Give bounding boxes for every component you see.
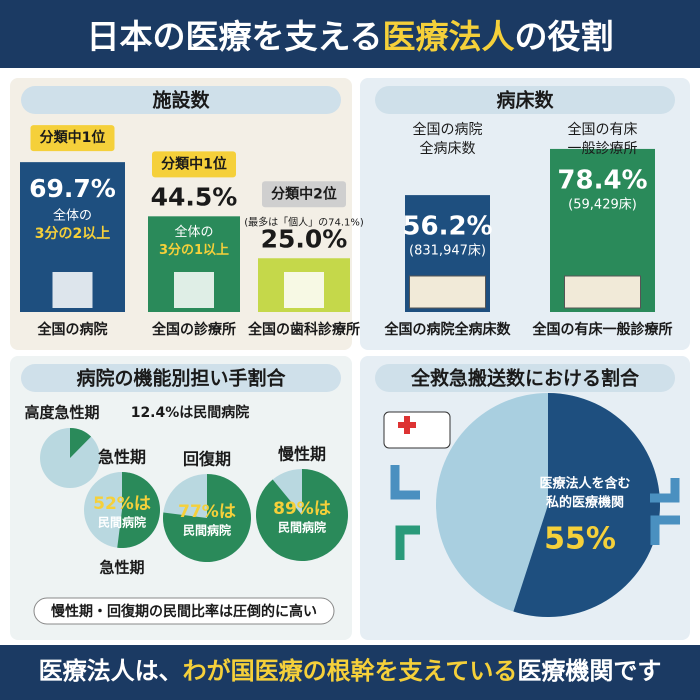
footer-part: 医療機関です: [517, 657, 661, 685]
pie-value: 89%は: [273, 499, 331, 519]
pie-wedge: [117, 472, 160, 548]
bar-caption: 一般診療所: [568, 140, 638, 157]
ambulance-icon: [383, 411, 451, 449]
title-part: 医療法人: [383, 17, 515, 56]
building-icon: [52, 272, 93, 308]
bar-note: 3分の1以上: [159, 242, 229, 258]
pie-wedge: [70, 428, 92, 458]
bar-value: 25.0%: [261, 224, 348, 253]
bar-value: 56.2%: [402, 212, 492, 242]
heading-pill: [375, 86, 675, 114]
arrow: [395, 525, 420, 560]
rank-badge: [30, 125, 115, 152]
arrow: [390, 465, 420, 500]
section-heading: 病院の機能別担い手割合: [76, 367, 286, 390]
caption: 慢性期・回復期の民間比率は圧倒的に高い: [51, 603, 317, 620]
bar-label: 全国の診療所: [151, 321, 236, 338]
bar-value: 69.7%: [29, 174, 116, 203]
footer-part: わが国医療の根幹を支えている: [183, 657, 518, 685]
building-icon: [174, 272, 214, 308]
heading-pill: [21, 86, 341, 114]
badge-note: (最多は「個人」の74.1%): [244, 215, 364, 228]
pie-value: 52%は: [93, 494, 151, 514]
bar-label: 全国の有床一般診療所: [532, 321, 673, 338]
caption-pill: [33, 597, 335, 625]
footer-part: 医療法人は、: [39, 657, 183, 685]
heading-pill: [375, 364, 675, 392]
pie-wedge: [163, 474, 252, 563]
pie-label: 急性期: [98, 448, 146, 467]
bed-icon: [409, 275, 486, 309]
footer-text: 医療法人は、わが国医療の根幹を支えている医療機関です: [39, 657, 662, 685]
rank-badge: [262, 181, 346, 208]
pie-text: 私的医療機関: [546, 495, 624, 511]
rank-badge-text: 分類中1位: [161, 155, 227, 172]
pie-wedge: [513, 393, 660, 617]
bar-count: (59,429床): [568, 197, 637, 212]
title-part: の役割: [515, 17, 614, 56]
bar-caption: 全病床数: [420, 140, 476, 157]
heading-pill: [21, 364, 341, 392]
rank-badge-text: 分類中2位: [271, 185, 337, 202]
pie-wedge: [256, 468, 349, 561]
page-title: 日本の医療を支える医療法人の役割: [86, 17, 613, 56]
pie-value: 77%は: [178, 502, 236, 522]
pie-value: 55%: [544, 522, 616, 557]
section-heading: 病床数: [496, 89, 554, 112]
bar-value: 78.4%: [557, 165, 647, 195]
bar-note: 3分の2以上: [35, 226, 110, 242]
bar-count: (831,947床): [409, 244, 486, 259]
rank-badge: [152, 151, 236, 178]
pie-value: 12.4%は民間病院: [131, 404, 250, 421]
pie-text: 医療法人を含む: [539, 476, 630, 492]
bar-value: 44.5%: [151, 182, 238, 211]
title-part: 日本の医療を支える: [86, 17, 382, 56]
pie-label: 慢性期: [278, 445, 326, 464]
ambulance-cross: [398, 416, 416, 434]
bar-note: 全体の: [174, 224, 213, 240]
arrow: [650, 478, 680, 503]
bar-note: 全体の: [53, 208, 92, 224]
pie-label: 高度急性期: [24, 404, 99, 422]
rank-badge-text: 分類中1位: [40, 129, 106, 146]
section-heading: 全救急搬送数における割合: [410, 367, 640, 390]
bar-label: 全国の歯科診療所: [247, 321, 360, 338]
pie-note: 民間病院: [183, 523, 231, 538]
bar-label: 全国の病院全病床数: [384, 321, 512, 338]
bar-caption: 全国の有床: [568, 121, 638, 138]
pie-label: 急性期: [99, 559, 144, 577]
pie-note: 民間病院: [278, 520, 326, 535]
section-heading: 施設数: [152, 89, 210, 112]
building-icon: [284, 272, 324, 308]
bed-icon: [564, 275, 641, 309]
bar-label: 全国の病院: [37, 321, 108, 338]
pie-label: 回復期: [183, 450, 231, 469]
footer-band: [0, 645, 700, 700]
arrow: [650, 515, 680, 545]
header-band: [0, 0, 700, 68]
bar-caption: 全国の病院: [413, 121, 483, 138]
pie-note: 民間病院: [98, 515, 146, 530]
